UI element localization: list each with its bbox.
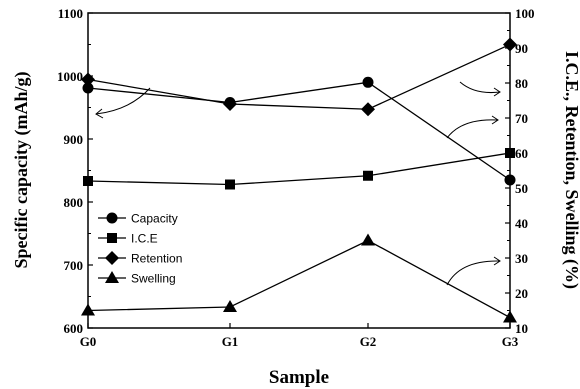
right-tick-label-100: 100	[515, 6, 535, 21]
data-point-retention-G2	[361, 102, 375, 117]
x-tick-label-G3: G3	[502, 334, 519, 349]
arrow-swelling-right-head	[493, 256, 501, 266]
data-point-swelling-G1	[223, 300, 237, 312]
data-point-i-c-e-G2	[363, 170, 373, 181]
left-y-axis: 600 700 800 900 1000 1100	[57, 6, 93, 336]
right-tick-label-20: 20	[515, 286, 528, 301]
series-line-capacity	[87, 81, 511, 181]
left-tick-label-900: 900	[64, 132, 84, 147]
legend-marker-i-c-e	[107, 233, 117, 243]
legend-label-i-c-e: I.C.E	[131, 232, 158, 246]
legend-marker-capacity	[106, 212, 118, 224]
right-tick-label-80: 80	[515, 76, 528, 91]
right-tick-label-40: 40	[515, 216, 528, 231]
arrow-swelling-right	[446, 260, 501, 286]
legend-label-retention: Retention	[131, 252, 182, 266]
x-tick-label-G1: G1	[222, 334, 239, 349]
right-axis-title: I.C.E., Retention, Swelling (%)	[561, 51, 580, 289]
right-tick-label-70: 70	[515, 111, 528, 126]
left-tick-label-700: 700	[64, 258, 84, 273]
x-tick-label-G0: G0	[80, 334, 97, 349]
left-tick-label-800: 800	[64, 195, 84, 210]
arrow-retention-right	[459, 81, 501, 93]
axis-arrows	[95, 81, 501, 286]
right-tick-label-60: 60	[515, 146, 528, 161]
right-tick-label-10: 10	[515, 321, 528, 336]
right-y-axis: 10 20 30 40 50 60 70 80 90 100	[505, 6, 535, 336]
legend-label-swelling: Swelling	[131, 272, 176, 286]
left-tick-label-1100: 1100	[58, 6, 83, 21]
legend-marker-retention	[105, 251, 119, 265]
series-line-swelling	[87, 239, 511, 319]
data-point-swelling-G2	[361, 233, 375, 246]
data-point-retention-G1	[223, 97, 237, 111]
right-tick-label-50: 50	[515, 181, 528, 196]
data-point-capacity-G2	[362, 76, 374, 88]
arrow-retention-right-head	[493, 87, 501, 97]
legend-marker-swelling	[105, 271, 119, 283]
arrow-ice-right	[446, 119, 499, 139]
legend-label-capacity: Capacity	[131, 212, 178, 226]
left-tick-label-600: 600	[64, 321, 84, 336]
arrow-capacity-left	[95, 87, 151, 115]
data-point-i-c-e-G1	[225, 179, 235, 190]
arrow-ice-right-head	[491, 115, 499, 125]
series-line-retention	[87, 43, 511, 110]
right-tick-label-30: 30	[515, 251, 528, 266]
series-line-i-c-e	[87, 152, 511, 186]
x-axis: G0 G1 G2 G3	[80, 323, 519, 349]
arrow-capacity-left-head	[95, 108, 104, 119]
x-axis-title: Sample	[269, 367, 329, 388]
left-tick-label-1000: 1000	[57, 69, 83, 84]
right-tick-label-90: 90	[515, 41, 528, 56]
legend: Capacity I.C.E Retention Swelling	[98, 212, 182, 286]
left-axis-title: Specific capacity (mAh/g)	[11, 72, 32, 269]
x-tick-label-G2: G2	[360, 334, 377, 349]
